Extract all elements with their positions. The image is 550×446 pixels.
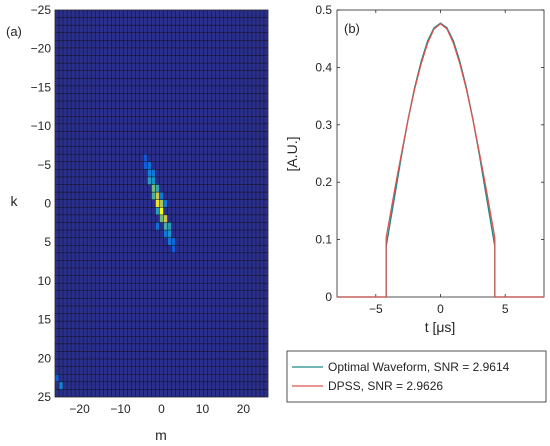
heatmap-cell bbox=[151, 176, 156, 185]
heatmap-cell bbox=[167, 230, 172, 238]
heatmap-y-tick-label: 0 bbox=[44, 197, 51, 211]
heatmap-cell-grid bbox=[55, 10, 268, 397]
heatmap-cell bbox=[159, 192, 164, 200]
heatmap-cell bbox=[147, 169, 152, 177]
legend: Optimal Waveform, SNR = 2.9614 DPSS, SNR… bbox=[286, 350, 547, 403]
heatmap-cell bbox=[167, 237, 172, 246]
heatmap-cell bbox=[147, 176, 152, 185]
heatmap-cell bbox=[163, 214, 168, 223]
heatmap-axes-box bbox=[54, 9, 269, 398]
line-x-axis-label: t [μs] bbox=[425, 319, 456, 335]
heatmap-x-ticks: −20 −10 0 10 20 bbox=[69, 402, 250, 416]
heatmap-cell bbox=[167, 222, 172, 231]
heatmap-cell bbox=[55, 374, 60, 382]
heatmap-x-tick-label: 0 bbox=[158, 402, 165, 416]
heatmap-y-tick-label: 15 bbox=[38, 313, 52, 327]
heatmap-cell bbox=[143, 161, 148, 170]
line-y-tick-label: 0.1 bbox=[315, 233, 332, 247]
line-y-tick-label: 0.4 bbox=[315, 60, 332, 74]
line-y-ticks: 0 0.1 0.2 0.3 0.4 0.5 bbox=[315, 3, 544, 304]
heatmap-x-tick-label: 20 bbox=[237, 402, 251, 416]
heatmap-y-tick-label: −15 bbox=[31, 80, 52, 94]
line-series-group bbox=[337, 22, 544, 298]
heatmap-y-tick-label: −25 bbox=[31, 3, 52, 17]
heatmap-cell bbox=[151, 169, 156, 177]
heatmap-y-tick-label: −10 bbox=[31, 119, 52, 133]
line-x-ticks: −5 0 5 bbox=[369, 10, 509, 316]
line-y-tick-label: 0.3 bbox=[315, 118, 332, 132]
legend-box bbox=[286, 350, 547, 403]
heatmap-cell bbox=[143, 154, 148, 162]
heatmap-y-axis-label: k bbox=[11, 193, 19, 209]
heatmap-x-axis-label: m bbox=[155, 427, 167, 443]
series-line-dpss bbox=[337, 23, 544, 298]
heatmap-cell bbox=[59, 381, 64, 390]
heatmap-cell bbox=[155, 184, 160, 193]
line-x-tick-label: −5 bbox=[369, 302, 383, 316]
line-y-axis-label: [A.U.] bbox=[284, 136, 300, 171]
heatmap-cell bbox=[163, 222, 168, 231]
heatmap-y-tick-label: 20 bbox=[38, 351, 52, 365]
line-axes-box bbox=[336, 9, 545, 298]
heatmap-cell bbox=[151, 192, 156, 200]
heatmap-cell bbox=[147, 161, 152, 170]
heatmap-y-ticks: −25 −20 −15 −10 −5 0 5 10 15 20 25 bbox=[31, 3, 52, 404]
heatmap-y-tick-label: −20 bbox=[31, 42, 52, 56]
heatmap-cell bbox=[155, 222, 160, 231]
panel-label-a: (a) bbox=[6, 24, 22, 39]
heatmap-panel: −20 −10 0 10 20 −25 −20 −15 −10 −5 0 5 10 15 20 25 (a)… bbox=[6, 3, 269, 443]
heatmap-y-tick-label: 25 bbox=[38, 390, 52, 404]
legend-label-dpss: DPSS, SNR = 2.9626 bbox=[328, 379, 443, 393]
heatmap-cell bbox=[155, 192, 160, 200]
heatmap-cells bbox=[55, 154, 176, 390]
heatmap-cell bbox=[171, 237, 176, 246]
heatmap-cell bbox=[171, 245, 176, 253]
heatmap-cell bbox=[155, 199, 160, 208]
heatmap-x-tick-label: −10 bbox=[110, 402, 131, 416]
line-y-tick-label: 0 bbox=[325, 290, 332, 304]
line-y-tick-label: 0.5 bbox=[315, 3, 332, 17]
heatmap-cell bbox=[163, 230, 168, 238]
heatmap-cell bbox=[159, 199, 164, 208]
line-x-tick-label: 0 bbox=[437, 302, 444, 316]
heatmap-cell bbox=[151, 184, 156, 193]
heatmap-cell bbox=[163, 199, 168, 208]
line-panel: −5 0 5 00.10.20.30.40.5 (b) t [μs] [A.U.] … bbox=[284, 3, 547, 403]
heatmap-cell bbox=[159, 214, 164, 223]
line-y-tick-label: 0.2 bbox=[315, 175, 332, 189]
line-x-tick-label: 5 bbox=[502, 302, 509, 316]
heatmap-y-tick-label: 10 bbox=[38, 274, 52, 288]
panel-label-b: (b) bbox=[344, 21, 360, 36]
heatmap-y-tick-label: 5 bbox=[44, 235, 51, 249]
heatmap-x-tick-label: 10 bbox=[196, 402, 210, 416]
legend-label-optimal: Optimal Waveform, SNR = 2.9614 bbox=[328, 360, 510, 374]
heatmap-x-tick-label: −20 bbox=[69, 402, 90, 416]
heatmap-cell bbox=[155, 207, 160, 215]
heatmap-y-tick-label: −5 bbox=[37, 158, 51, 172]
heatmap-cell bbox=[159, 207, 164, 215]
